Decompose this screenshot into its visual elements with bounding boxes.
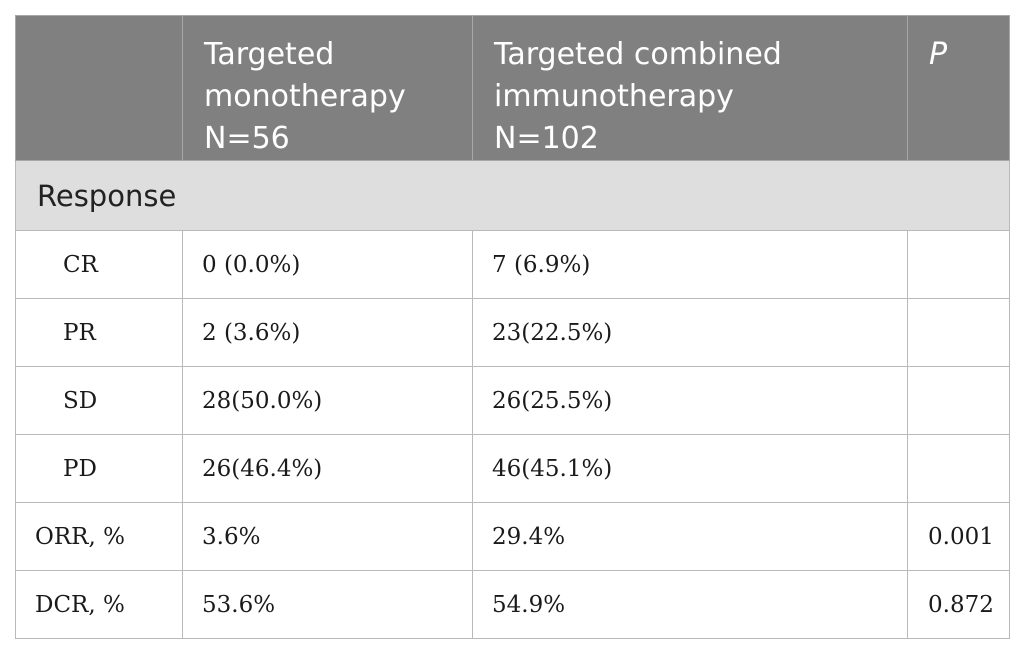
row-label: SD <box>15 366 183 435</box>
table-row: SD 28(50.0%) 26(25.5%) <box>15 366 1010 435</box>
header-cell-combined: Targeted combined immunotherapy N=102 <box>472 15 908 161</box>
header-monotherapy-line-3: N=56 <box>204 121 290 156</box>
header-monotherapy-line-1: Targeted <box>204 37 335 72</box>
cell-p <box>907 366 1010 435</box>
table-row: PD 26(46.4%) 46(45.1%) <box>15 434 1010 503</box>
cell-monotherapy: 26(46.4%) <box>182 434 473 503</box>
row-label: PR <box>15 298 183 367</box>
cell-combined: 26(25.5%) <box>472 366 908 435</box>
table-row: CR 0 (0.0%) 7 (6.9%) <box>15 230 1010 299</box>
row-label: ORR, % <box>15 502 183 571</box>
results-table: Targeted monotherapy N=56 Targeted combi… <box>15 15 1010 639</box>
cell-combined: 54.9% <box>472 570 908 639</box>
header-combined-line-3: N=102 <box>494 121 599 156</box>
row-label: CR <box>15 230 183 299</box>
cell-monotherapy: 53.6% <box>182 570 473 639</box>
cell-combined: 7 (6.9%) <box>472 230 908 299</box>
cell-monotherapy: 0 (0.0%) <box>182 230 473 299</box>
header-cell-monotherapy: Targeted monotherapy N=56 <box>182 15 473 161</box>
cell-p: 0.001 <box>907 502 1010 571</box>
cell-p: 0.872 <box>907 570 1010 639</box>
header-row: Targeted monotherapy N=56 Targeted combi… <box>15 15 1010 161</box>
cell-combined: 29.4% <box>472 502 908 571</box>
row-label: DCR, % <box>15 570 183 639</box>
cell-monotherapy: 2 (3.6%) <box>182 298 473 367</box>
cell-monotherapy: 28(50.0%) <box>182 366 473 435</box>
header-monotherapy-line-2: monotherapy <box>204 79 406 114</box>
cell-combined: 46(45.1%) <box>472 434 908 503</box>
section-label: Response <box>15 160 1010 231</box>
header-cell-empty <box>15 15 183 161</box>
section-row-response: Response <box>15 160 1010 231</box>
cell-p <box>907 298 1010 367</box>
table-row: PR 2 (3.6%) 23(22.5%) <box>15 298 1010 367</box>
header-combined-line-2: immunotherapy <box>494 79 734 114</box>
cell-p <box>907 230 1010 299</box>
cell-monotherapy: 3.6% <box>182 502 473 571</box>
header-cell-p: P <box>907 15 1010 161</box>
table-row: DCR, % 53.6% 54.9% 0.872 <box>15 570 1010 639</box>
cell-p <box>907 434 1010 503</box>
table-row: ORR, % 3.6% 29.4% 0.001 <box>15 502 1010 571</box>
row-label: PD <box>15 434 183 503</box>
header-combined-line-1: Targeted combined <box>494 37 782 72</box>
cell-combined: 23(22.5%) <box>472 298 908 367</box>
